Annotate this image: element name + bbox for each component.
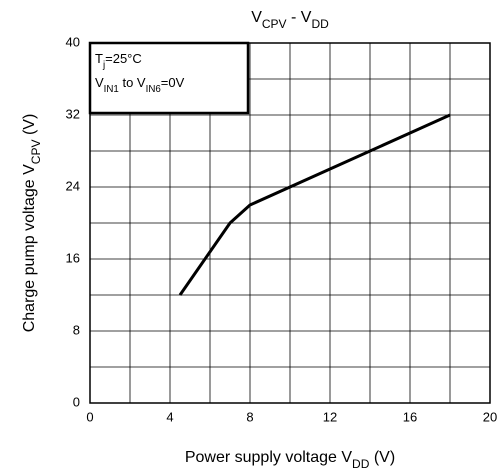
legend-text: VIN1 to VIN6=0V	[95, 75, 185, 95]
legend-box	[88, 41, 250, 115]
x-tick-label: 0	[86, 409, 93, 424]
subscript: IN6	[146, 84, 161, 95]
text-part: - V	[287, 9, 312, 26]
x-tick-label: 20	[483, 409, 497, 424]
text-part: =0V	[161, 75, 185, 90]
y-axis-label: Charge pump voltage VCPV (V)	[21, 114, 43, 333]
text-part: T	[95, 51, 103, 66]
text-part: Power supply voltage V	[185, 449, 353, 466]
y-tick-label: 16	[66, 250, 80, 265]
subscript: CPV	[262, 17, 287, 31]
y-tick-label: 24	[66, 178, 80, 193]
text-part: (V)	[21, 114, 38, 140]
text-part: (V)	[369, 449, 395, 466]
data-line	[178, 113, 451, 296]
x-tick-label: 12	[323, 409, 337, 424]
x-axis-label: Power supply voltage VDD (V)	[185, 449, 395, 471]
plot-frame	[89, 42, 491, 404]
x-tick-label: 16	[403, 409, 417, 424]
legend-text: Tj=25°C	[95, 51, 142, 71]
text-part: =25°C	[105, 51, 142, 66]
subscript: j	[102, 60, 105, 71]
y-tick-label: 40	[66, 34, 80, 49]
subscript: CPV	[29, 139, 43, 164]
y-tick-label: 0	[73, 394, 80, 409]
text-part: V	[95, 75, 104, 90]
text-part: Charge pump voltage V	[21, 164, 38, 332]
chart-title: VCPV - VDD	[251, 9, 329, 31]
y-tick-label: 32	[66, 106, 80, 121]
x-tick-label: 4	[166, 409, 173, 424]
text-part: V	[251, 9, 262, 26]
x-tick-label: 8	[246, 409, 253, 424]
text-part: to V	[119, 75, 146, 90]
subscript: IN1	[104, 84, 119, 95]
y-tick-label: 8	[73, 322, 80, 337]
subscript: DD	[352, 457, 370, 471]
subscript: DD	[311, 17, 329, 31]
